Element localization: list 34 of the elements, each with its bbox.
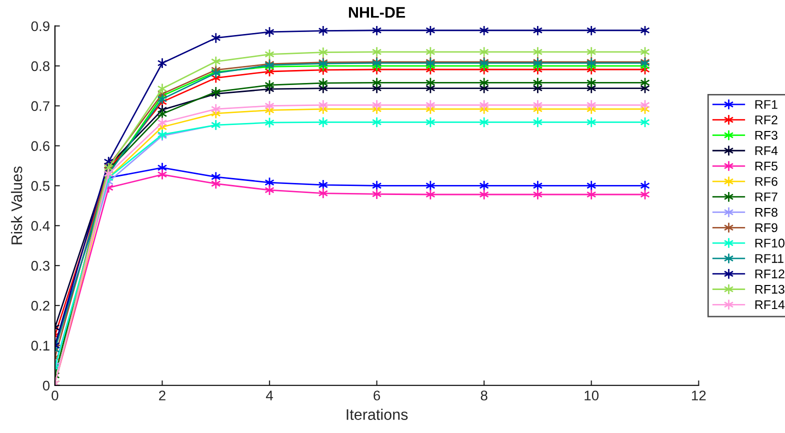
y-tick-label: 0.9 [31,21,50,32]
legend-label: RF10 [755,238,784,248]
y-tick-label: 0.4 [31,220,50,231]
legend-label: RF13 [755,284,784,294]
legend-label: RF11 [755,254,784,263]
y-tick-label: 0 [42,380,50,391]
legend-label: RF14 [755,300,785,310]
legend-label: RF7 [755,192,778,202]
y-tick-label: 0.5 [31,181,50,191]
legend-label: RF6 [755,177,778,186]
y-tick-label: 0.2 [31,300,50,311]
legend-label: RF4 [755,146,778,155]
x-tick-label: 0 [52,390,58,400]
x-tick-label: 12 [692,390,706,400]
y-tick-label: 0.1 [31,340,50,351]
legend-label: RF12 [755,269,784,278]
x-tick-label: 4 [266,390,273,400]
x-tick-label: 10 [584,390,599,400]
y-axis-title: Risk Values [10,166,22,244]
x-axis-title: Iterations [346,408,408,420]
x-tick-label: 2 [159,390,166,400]
y-tick-label: 0.3 [31,260,50,271]
legend-label: RF1 [755,100,778,109]
legend-label: RF3 [755,130,778,140]
chart-title: NHL-DE [348,7,406,18]
legend-label: RF9 [755,223,778,232]
legend-label: RF8 [755,208,778,217]
y-tick-label: 0.8 [31,61,50,72]
x-tick-label: 6 [374,390,380,400]
legend-label: RF2 [755,115,778,124]
legend-label: RF5 [755,162,778,171]
x-tick-label: 8 [480,390,488,400]
y-tick-label: 0.7 [31,101,50,112]
y-tick-label: 0.6 [31,141,50,151]
